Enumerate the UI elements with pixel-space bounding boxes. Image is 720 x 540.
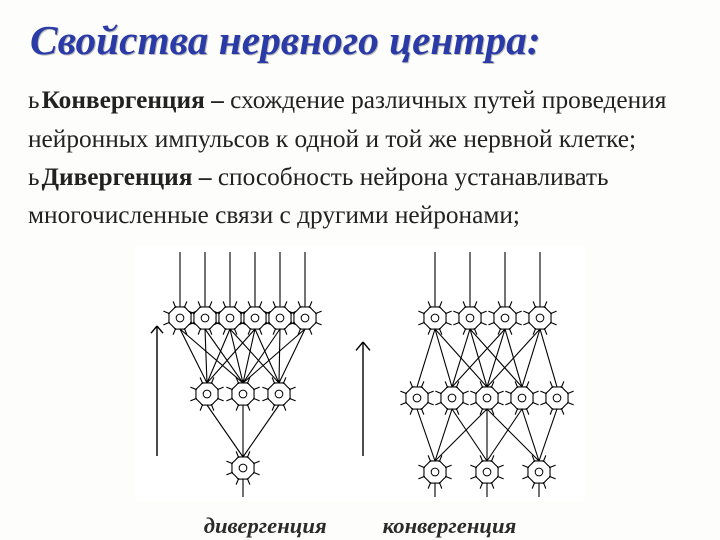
definition-1-line-2: нейронных импульсов к одной и той же нер… <box>28 122 692 156</box>
dash-2: – <box>192 163 217 191</box>
figure-captions: дивергенция конвергенция <box>28 513 692 539</box>
definition-2-line-2: многочисленные связи с другими нейронами… <box>28 198 692 232</box>
term-convergence: Конвергенция <box>42 86 205 114</box>
neuron-diagram <box>135 246 585 501</box>
bullet-softsign-1: ь <box>28 86 40 114</box>
bullet-softsign-2: ь <box>28 163 40 191</box>
page-title: Свойства нервного центра: <box>30 18 692 63</box>
caption-convergence: конвергенция <box>383 513 517 539</box>
term-divergence: Дивергенция <box>42 163 193 191</box>
figure-container <box>28 246 692 501</box>
slide: Свойства нервного центра: ьКонвергенция … <box>0 0 720 540</box>
definition-1-line-1: ьКонвергенция – схождение различных путе… <box>28 83 692 117</box>
dash-1: – <box>205 86 230 114</box>
definition-2-line-1: ьДивергенция – способность нейрона устан… <box>28 160 692 194</box>
def-1-rest: схождение различных путей проведения <box>230 86 666 114</box>
caption-divergence: дивергенция <box>204 513 327 539</box>
def-2-rest: способность нейрона устанавливать <box>218 163 609 191</box>
